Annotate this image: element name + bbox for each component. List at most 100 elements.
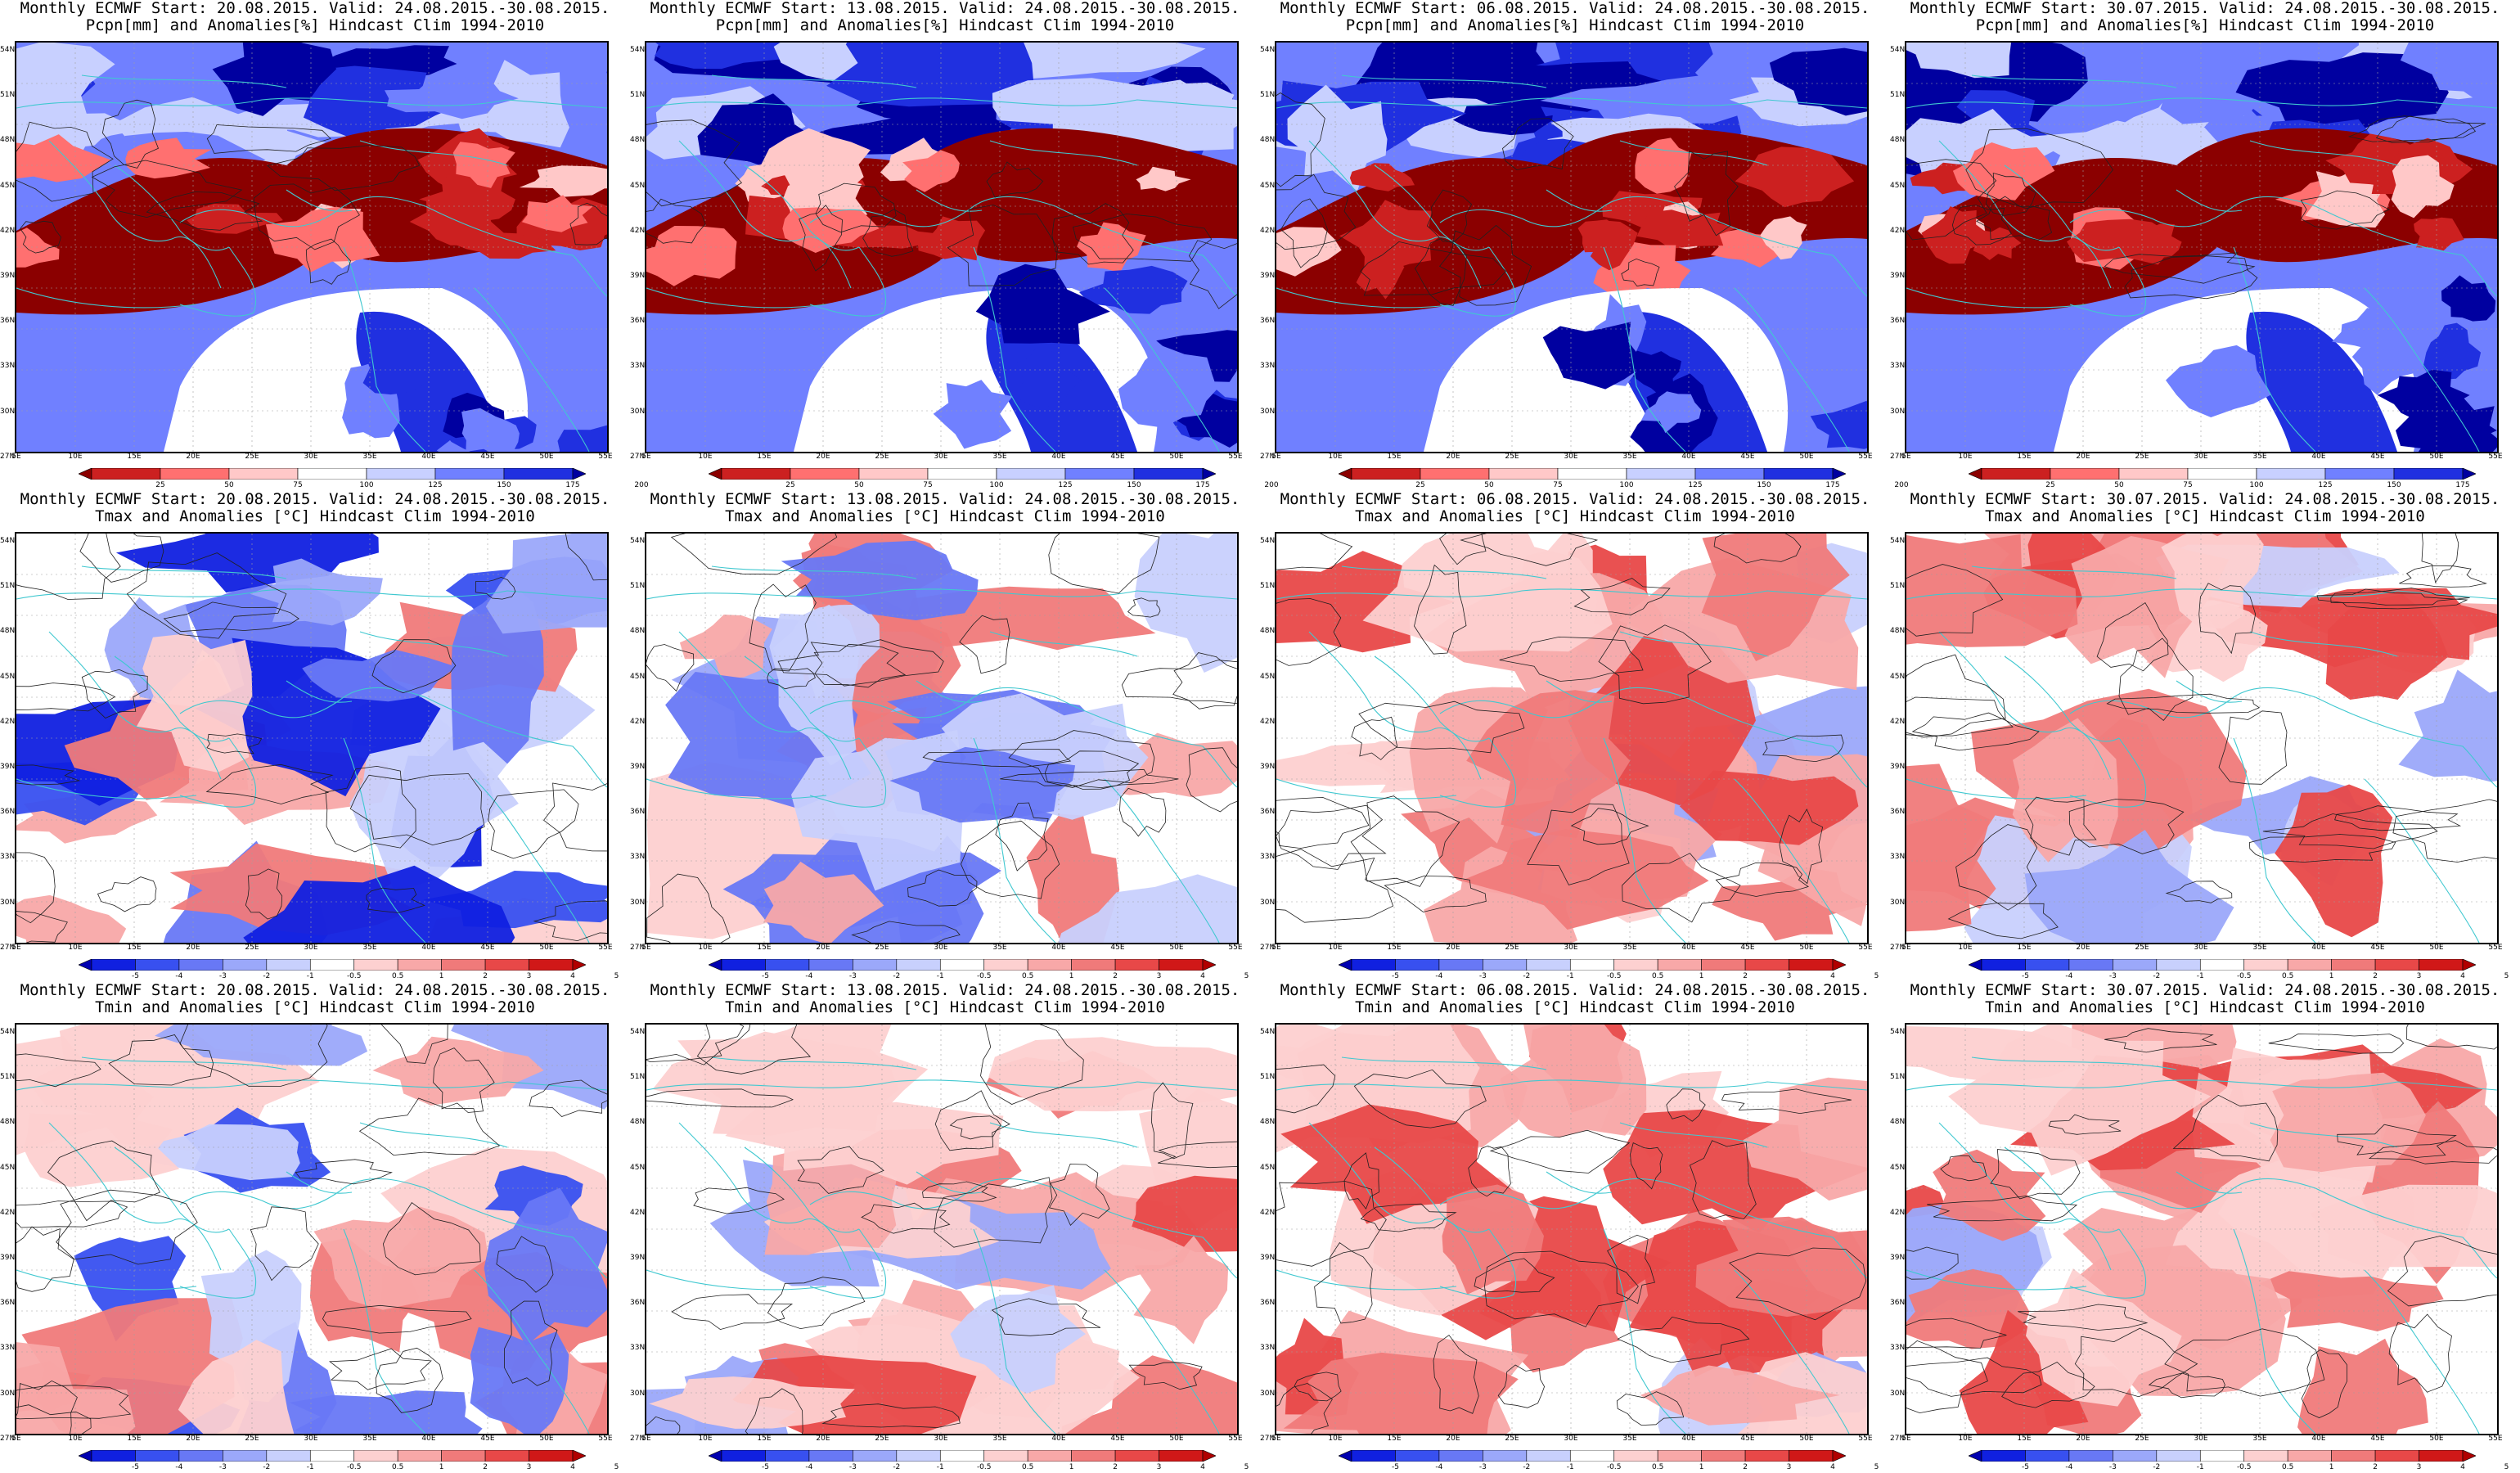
colorbar-tick-label: 0.5 bbox=[2282, 972, 2294, 980]
lon-tick-label: 5E bbox=[1271, 944, 1281, 952]
lat-tick-label: 27N bbox=[1890, 1434, 1906, 1443]
lon-tick-label: 20E bbox=[816, 944, 830, 952]
colorbar-swatch bbox=[858, 468, 929, 480]
lat-tick-label: 48N bbox=[1890, 627, 1906, 636]
lon-tick-label: 30E bbox=[2194, 944, 2208, 952]
lat-tick-label: 48N bbox=[630, 627, 646, 636]
colorbar-tick-label: -3 bbox=[1478, 1463, 1487, 1471]
lon-tick-label: 45E bbox=[480, 944, 495, 952]
lat-tick-label: 36N bbox=[0, 1299, 16, 1308]
colorbar-tick-label: -1 bbox=[2196, 1463, 2204, 1471]
colorbar-tick-label: -1 bbox=[1566, 1463, 1574, 1471]
lon-tick-label: 15E bbox=[127, 1435, 142, 1443]
colorbar-swatch bbox=[266, 1450, 311, 1462]
lon-tick-label: 45E bbox=[1740, 944, 1755, 952]
colorbar-swatch bbox=[1832, 468, 1846, 480]
anomaly-map bbox=[645, 1023, 1239, 1435]
colorbar-tick-label: 50 bbox=[1484, 481, 1494, 489]
anomaly-map bbox=[1275, 1023, 1869, 1435]
map-panel-precip-3: Monthly ECMWF Start: 06.08.2015. Valid: … bbox=[1260, 0, 1909, 491]
panel-title-run: Monthly ECMWF Start: 30.07.2015. Valid: … bbox=[1910, 490, 2500, 508]
lon-tick-label: 30E bbox=[304, 1435, 318, 1443]
lat-tick-label: 36N bbox=[1890, 1299, 1906, 1308]
lat-tick-label: 45N bbox=[1890, 672, 1906, 681]
colorbar-tick-label: -1 bbox=[936, 972, 944, 980]
lon-tick-label: 10E bbox=[698, 944, 713, 952]
colorbar-swatch bbox=[2113, 959, 2158, 971]
colorbar-swatch bbox=[2256, 468, 2326, 480]
colorbar-tick-label: -1 bbox=[306, 972, 314, 980]
lon-tick-label: 35E bbox=[1622, 1435, 1637, 1443]
colorbar-swatch bbox=[135, 959, 180, 971]
colorbar-tick-label: -5 bbox=[131, 972, 139, 980]
colorbar-tick-label: 175 bbox=[1825, 481, 1840, 489]
lat-tick-label: 30N bbox=[630, 407, 646, 416]
colorbar-tick-label: 5 bbox=[1874, 1463, 1879, 1471]
lon-tick-label: 40E bbox=[421, 453, 436, 461]
lat-tick-label: 51N bbox=[1890, 582, 1906, 591]
colorbar-swatch bbox=[1351, 1450, 1396, 1462]
colorbar-swatch bbox=[996, 468, 1066, 480]
colorbar-tick-label: 175 bbox=[565, 481, 580, 489]
lon-tick-label: 5E bbox=[1271, 453, 1281, 461]
lon-tick-label: 35E bbox=[992, 453, 1007, 461]
lon-tick-label: 5E bbox=[11, 453, 21, 461]
colorbar-tick-label: 125 bbox=[428, 481, 443, 489]
lon-tick-label: 25E bbox=[875, 1435, 889, 1443]
colorbar-swatch bbox=[853, 959, 898, 971]
panel-title-variable: Tmax and Anomalies [°C] Hindcast Clim 19… bbox=[95, 507, 535, 525]
lon-tick-label: 50E bbox=[1799, 1435, 1814, 1443]
colorbar bbox=[1969, 959, 2476, 971]
lat-tick-label: 30N bbox=[630, 898, 646, 907]
colorbar-tick-label: 0.5 bbox=[1022, 972, 1034, 980]
colorbar-tick-label: 150 bbox=[1127, 481, 1141, 489]
lat-tick-label: 54N bbox=[1890, 1028, 1906, 1036]
lon-tick-label: 5E bbox=[11, 944, 21, 952]
panel-title-run: Monthly ECMWF Start: 20.08.2015. Valid: … bbox=[20, 981, 610, 999]
panel-title-run: Monthly ECMWF Start: 30.07.2015. Valid: … bbox=[1910, 0, 2500, 17]
colorbar-swatch bbox=[572, 468, 586, 480]
colorbar-swatch bbox=[2068, 959, 2113, 971]
lat-tick-label: 48N bbox=[1260, 1118, 1276, 1127]
anomaly-map bbox=[1275, 41, 1869, 453]
lon-tick-label: 5E bbox=[1901, 1435, 1911, 1443]
colorbar-tick-label: -5 bbox=[761, 1463, 769, 1471]
colorbar-tick-label: 2 bbox=[1743, 972, 1748, 980]
lat-tick-label: 51N bbox=[0, 582, 16, 591]
colorbar-swatch bbox=[484, 1450, 529, 1462]
lon-tick-label: 35E bbox=[2252, 453, 2267, 461]
colorbar-tick-label: -5 bbox=[1391, 972, 1399, 980]
lat-tick-label: 27N bbox=[1260, 452, 1276, 461]
colorbar-swatch bbox=[91, 468, 161, 480]
lon-tick-label: 50E bbox=[1799, 944, 1814, 952]
lon-tick-label: 40E bbox=[1681, 453, 1696, 461]
lat-tick-label: 48N bbox=[630, 136, 646, 145]
lon-tick-label: 20E bbox=[1446, 944, 1460, 952]
colorbar-swatch bbox=[709, 1450, 722, 1462]
colorbar-tick-label: -3 bbox=[1478, 972, 1487, 980]
anomaly-field bbox=[646, 1025, 1237, 1434]
anomaly-field bbox=[646, 43, 1237, 452]
lat-tick-label: 39N bbox=[0, 272, 16, 280]
lat-tick-label: 36N bbox=[1890, 808, 1906, 817]
lat-tick-label: 54N bbox=[0, 46, 16, 54]
colorbar-tick-label: 5 bbox=[2504, 1463, 2509, 1471]
lat-tick-label: 54N bbox=[0, 537, 16, 545]
lat-tick-label: 45N bbox=[630, 181, 646, 190]
colorbar-swatch bbox=[91, 959, 136, 971]
colorbar-swatch bbox=[2462, 1450, 2476, 1462]
lat-tick-label: 27N bbox=[630, 1434, 646, 1443]
lon-tick-label: 25E bbox=[875, 944, 889, 952]
colorbar-swatch bbox=[1613, 1450, 1658, 1462]
colorbar-tick-label: -3 bbox=[218, 1463, 227, 1471]
colorbar bbox=[1339, 1450, 1846, 1462]
lon-tick-label: 35E bbox=[1622, 453, 1637, 461]
anomaly-map bbox=[1905, 532, 2499, 944]
lon-tick-label: 45E bbox=[1740, 1435, 1755, 1443]
colorbar-swatch bbox=[1557, 468, 1627, 480]
colorbar-swatch bbox=[939, 1450, 985, 1462]
colorbar-tick-label: 0.5 bbox=[1022, 1463, 1034, 1471]
colorbar-tick-label: -4 bbox=[1435, 1463, 1443, 1471]
lon-tick-label: 55E bbox=[1228, 944, 1243, 952]
lon-tick-label: 50E bbox=[539, 944, 554, 952]
